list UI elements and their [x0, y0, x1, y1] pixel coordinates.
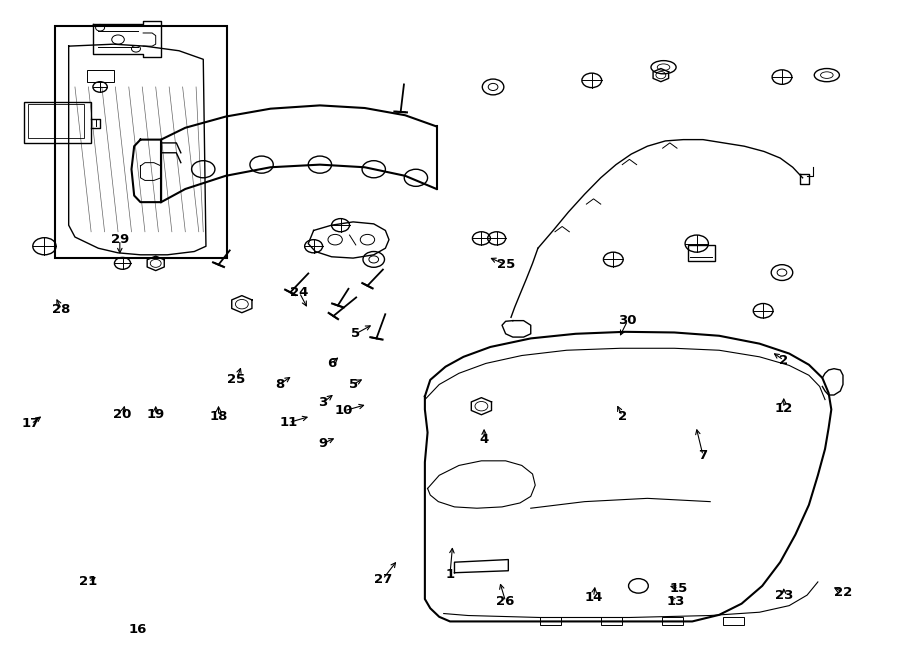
Text: 11: 11	[279, 416, 298, 429]
Text: 7: 7	[698, 449, 707, 462]
Bar	[23, 102, 91, 143]
Text: 2: 2	[779, 354, 788, 367]
Text: 24: 24	[290, 286, 309, 299]
Bar	[540, 617, 562, 625]
Text: 4: 4	[480, 432, 489, 446]
Bar	[55, 26, 228, 258]
Text: 10: 10	[335, 405, 354, 417]
Bar	[28, 104, 84, 138]
Text: 5: 5	[348, 378, 357, 391]
Text: 9: 9	[318, 437, 328, 450]
Text: 2: 2	[617, 410, 626, 422]
Text: 29: 29	[111, 233, 129, 246]
Text: 1: 1	[446, 568, 454, 580]
Text: 15: 15	[670, 582, 688, 595]
Bar	[86, 70, 113, 82]
Text: 5: 5	[351, 327, 360, 340]
Bar	[662, 617, 683, 625]
Bar	[600, 617, 622, 625]
Text: 14: 14	[584, 590, 603, 603]
Text: 13: 13	[667, 595, 685, 608]
Text: 3: 3	[318, 397, 328, 409]
Bar	[688, 245, 715, 261]
Text: 27: 27	[374, 573, 392, 586]
Text: 17: 17	[22, 418, 40, 430]
Text: 28: 28	[52, 303, 71, 316]
Text: 25: 25	[497, 258, 515, 271]
Bar	[723, 617, 744, 625]
Text: 23: 23	[775, 588, 793, 602]
Text: 25: 25	[228, 373, 246, 387]
Text: 26: 26	[497, 595, 515, 608]
Text: 18: 18	[210, 410, 228, 422]
Text: 20: 20	[113, 408, 131, 421]
Text: 8: 8	[274, 378, 284, 391]
Text: 19: 19	[147, 408, 165, 421]
Text: 16: 16	[129, 623, 147, 637]
Text: 22: 22	[834, 586, 852, 599]
Text: 12: 12	[775, 402, 793, 414]
Text: 30: 30	[618, 314, 637, 327]
Text: 6: 6	[327, 357, 337, 370]
Text: 21: 21	[79, 576, 97, 588]
